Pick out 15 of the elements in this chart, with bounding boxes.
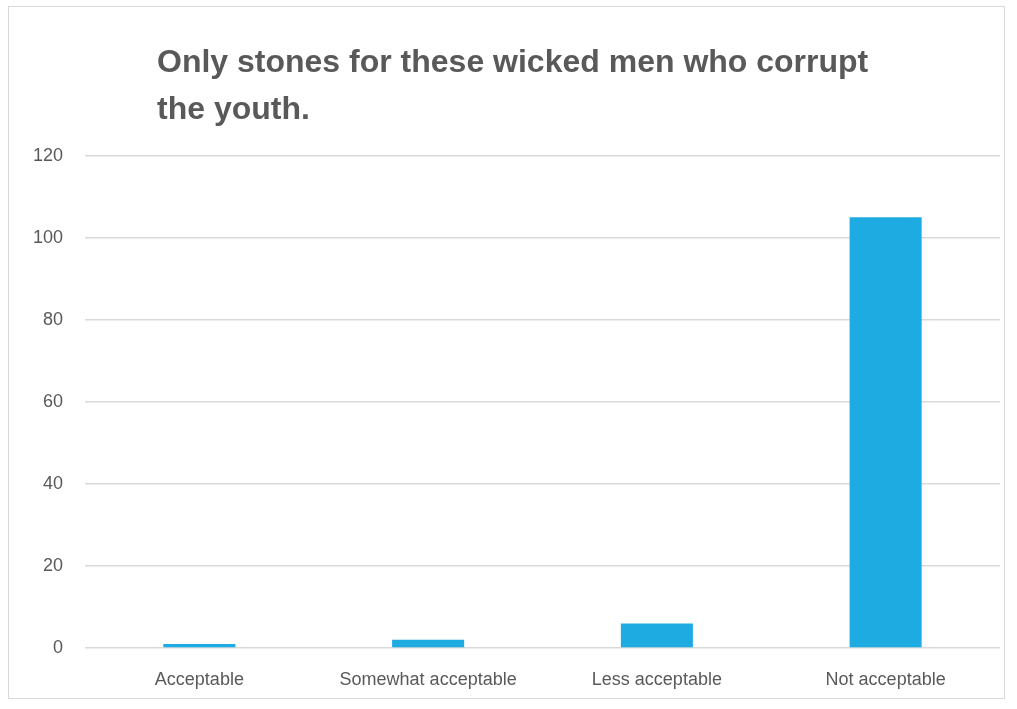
bar: [849, 217, 922, 648]
bar: [392, 639, 465, 648]
x-tick-label: Acceptable: [154, 668, 244, 689]
y-tick-label: 20: [42, 554, 63, 575]
y-tick-label: 120: [32, 144, 63, 165]
chart-title: Only stones for these wicked men who corrupt the youth.: [157, 42, 870, 128]
y-tick-label: 0: [52, 636, 63, 657]
y-tick-label: 100: [32, 226, 63, 247]
x-tick-label: Somewhat acceptable: [339, 668, 517, 689]
bar: [620, 623, 693, 648]
y-tick-label: 60: [42, 390, 63, 411]
y-tick-label: 80: [42, 308, 63, 329]
x-tick-label: Not acceptable: [825, 668, 946, 689]
x-tick-label: Less acceptable: [591, 668, 722, 689]
y-tick-label: 40: [42, 472, 63, 493]
